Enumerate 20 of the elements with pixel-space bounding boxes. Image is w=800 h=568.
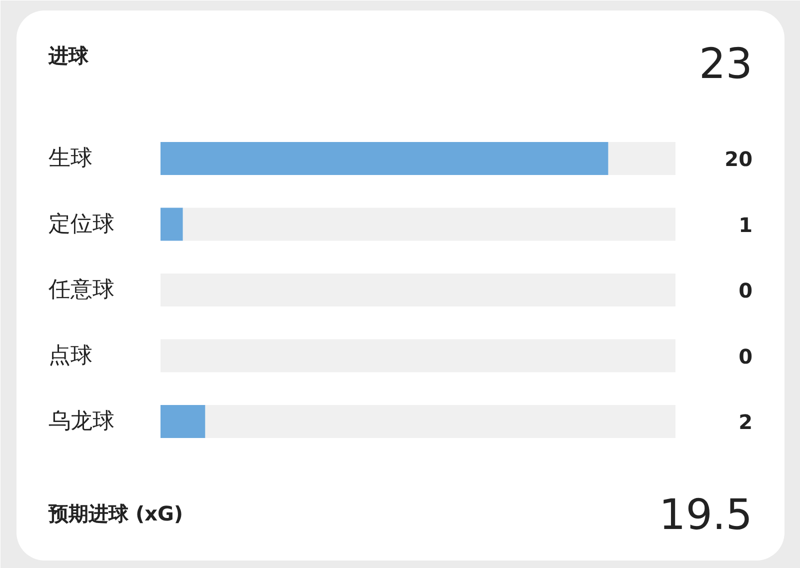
bar [608,142,676,175]
y-tick-label: 生球 [48,146,92,171]
bar [205,405,676,438]
text: 19.5 [658,490,752,539]
data-label: 0 [738,278,753,302]
bar [160,208,183,241]
text: 预期进球 (xG) [48,502,184,526]
y-tick-label: 定位球 [48,212,114,237]
data-label: 20 [724,147,753,171]
chart-title: 进球 [48,44,90,68]
y-tick-label: 点球 [48,343,92,368]
y-tick-label: 任意球 [48,278,114,302]
y-tick-label: 乌龙球 [48,409,114,434]
data-label: 0 [738,344,753,368]
bar [182,208,676,241]
text: 23 [699,39,753,88]
bar [160,405,206,438]
data-label: 2 [738,410,753,434]
bar [160,142,608,175]
data-label: 1 [738,212,753,237]
